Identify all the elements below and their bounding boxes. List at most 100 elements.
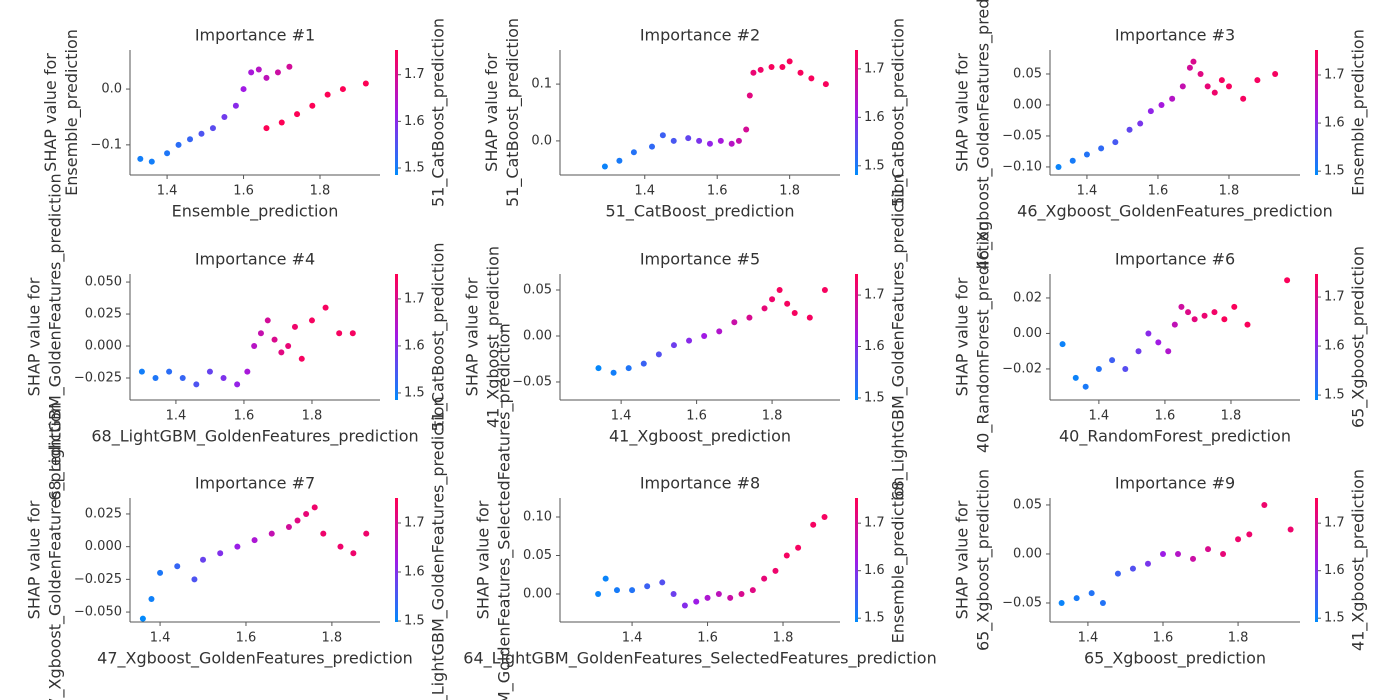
x-tick-label: 1.4 [157,184,178,199]
point [821,514,828,521]
colorbar-tick-label: 1.5 [1324,611,1345,626]
y-axis-label: SHAP value for [953,277,972,396]
point [251,343,258,350]
colorbar-tick-label: 1.7 [1324,290,1345,305]
y-tick-label: 0.1 [531,77,552,92]
point [1082,383,1089,390]
colorbar [1315,50,1318,175]
point [1171,321,1178,328]
point [696,137,703,144]
colorbar-tick-label: 1.5 [864,158,885,173]
colorbar-tick-label: 1.5 [1324,164,1345,179]
colorbar [855,50,858,175]
subplot: Importance #8 1.4 1.6 1.8 0.00 0.05 0.10 64_Lig… [463,323,936,700]
y-tick-label: 0.0 [101,82,122,97]
x-tick-label: 1.6 [234,409,255,424]
point [187,136,194,143]
point [1225,83,1232,90]
point [152,374,159,381]
point [1205,546,1212,553]
y-tick-label: 0.00 [1013,546,1042,561]
y-tick-label: −0.05 [512,374,552,389]
point [1186,64,1193,71]
x-tick-label: 1.6 [233,184,254,199]
colorbar-tick-label: 1.7 [864,61,885,76]
x-tick-label: 1.4 [1089,409,1110,424]
point [240,86,247,93]
colorbar-tick-label: 1.7 [864,288,885,303]
point [795,544,802,551]
point [206,368,213,375]
point [164,150,171,157]
x-tick-label: 1.6 [697,631,718,646]
point [630,149,637,156]
point [640,360,647,367]
point [148,595,155,602]
subplot-title: Importance #3 [1115,26,1235,45]
colorbar [395,498,398,622]
point [1083,151,1090,158]
point [784,300,791,307]
point [264,317,271,324]
y-tick-label: 0.0 [531,133,552,148]
y-tick-label: 0.05 [1013,497,1042,512]
point [244,368,251,375]
point [659,132,666,139]
colorbar-tick-label: 1.5 [404,161,425,176]
y-axis-label: 41_Xgboost_prediction [484,246,504,428]
point [1099,599,1106,606]
x-tick-label: 1.8 [773,631,794,646]
colorbar-tick-label: 1.6 [864,110,885,125]
point [349,330,356,337]
point [1235,536,1242,543]
point [139,615,146,622]
point [1261,501,1268,508]
point [291,323,298,330]
point [761,575,768,582]
point [1190,555,1197,562]
colorbar-tick-label: 1.7 [864,516,885,531]
colorbar-tick-label: 1.5 [864,390,885,405]
point [209,125,216,132]
subplot: Importance #4 1.4 1.6 1.8 −0.025 0.000 0.025 0.… [24,173,448,500]
point [1088,590,1095,597]
point [746,314,753,321]
point [303,510,310,517]
point [1072,374,1079,381]
subplot: Importance #9 1.4 1.6 1.8 −0.05 0.00 0.05 65_Xg… [953,469,1369,669]
y-tick-label: −0.050 [74,605,122,620]
x-tick-label: 1.8 [762,409,783,424]
x-tick-label: 1.4 [1078,631,1099,646]
point [255,66,262,73]
point [670,137,677,144]
point [1185,309,1192,316]
subplot: Importance #3 1.4 1.6 1.8 −0.10 −0.05 0.00 0.05… [953,0,1369,270]
y-tick-label: −0.02 [1002,361,1042,376]
point [595,590,602,597]
point [1114,570,1121,577]
point [610,369,617,376]
point [1112,139,1119,146]
point [1287,526,1294,533]
point [701,332,708,339]
y-tick-label: −0.05 [1002,128,1042,143]
point [221,113,228,120]
point [363,530,370,537]
y-axis-label: SHAP value for [24,277,43,396]
point [757,66,764,73]
y-tick-label: −0.10 [1002,159,1042,174]
colorbar-label: Ensemble_prediction [1349,29,1369,196]
point [285,343,292,350]
point [1129,565,1136,572]
point [138,368,145,375]
point [336,330,343,337]
point [251,537,258,544]
point [263,125,270,132]
point [1201,312,1208,319]
colorbar-tick-label: 1.6 [404,338,425,353]
x-tick-label: 1.8 [1219,184,1240,199]
colorbar [855,274,858,400]
colorbar-tick-label: 1.6 [864,563,885,578]
point [1211,89,1218,96]
